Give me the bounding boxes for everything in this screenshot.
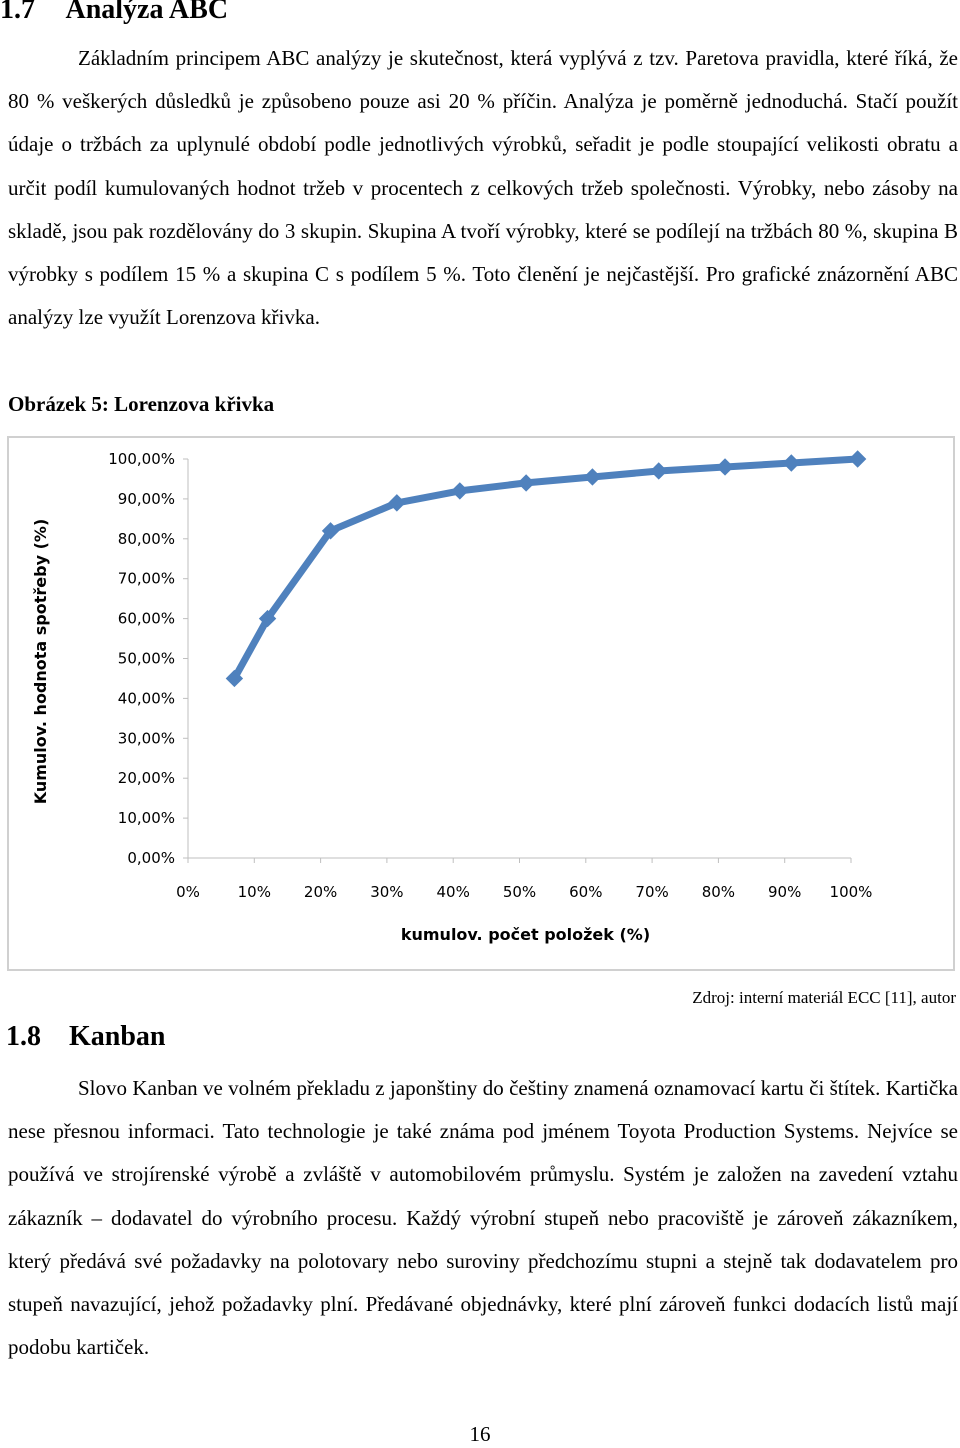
figure-source: Zdroj: interní materiál ECC [11], autor <box>692 988 956 1007</box>
y-tick-label: 20,00% <box>118 769 175 787</box>
section-title: Analýza ABC <box>65 0 229 25</box>
section-number: 1.8 <box>6 1021 41 1052</box>
kanban-paragraph-text: Slovo Kanban ve volném překladu z japonš… <box>8 1076 958 1360</box>
data-point <box>225 669 244 688</box>
x-axis-title: kumulov. počet položek (%) <box>401 925 650 944</box>
y-tick-label: 70,00% <box>118 570 175 588</box>
section-heading-abc: 1.7 Analýza ABC <box>0 0 228 26</box>
data-point <box>716 458 734 476</box>
data-point <box>848 450 867 468</box>
y-axis-title: Kumulov. hodnota spotřeby (%) <box>31 519 50 805</box>
x-tick-label: 50% <box>503 883 536 901</box>
data-point <box>451 482 469 500</box>
y-tick-label: 40,00% <box>118 689 175 707</box>
data-point <box>258 609 277 628</box>
figure-caption: Obrázek 5: Lorenzova křivka <box>8 392 275 416</box>
kanban-paragraph: Slovo Kanban ve volném překladu z japonš… <box>8 1067 958 1369</box>
data-point <box>782 454 801 472</box>
x-tick-label: 80% <box>702 883 735 901</box>
data-point <box>517 474 535 492</box>
data-point <box>583 468 602 486</box>
lorenz-chart: 0,00% 10,00% 20,00% 30,00% 40,00% 50,00% 60,00… <box>31 450 873 944</box>
section-number: 1.7 <box>0 0 35 25</box>
x-tick-label: 90% <box>768 883 801 901</box>
abc-paragraph-text: Základním principem ABC analýzy je skute… <box>8 46 958 330</box>
y-tick-label: 90,00% <box>118 490 175 508</box>
abc-paragraph: Základním principem ABC analýzy je skute… <box>8 37 958 339</box>
data-point <box>388 494 406 512</box>
data-point <box>650 462 668 480</box>
x-tick-label: 70% <box>635 883 668 901</box>
page-number: 16 <box>469 1422 491 1446</box>
y-tick-label: 100,00% <box>108 450 175 468</box>
x-tick-label: 20% <box>304 883 337 901</box>
y-tick-label: 0,00% <box>127 849 175 867</box>
section-heading-kanban: 1.8 Kanban <box>6 1021 166 1053</box>
x-tick-label: 100% <box>830 883 873 901</box>
section-title: Kanban <box>69 1021 166 1052</box>
data-point <box>321 522 340 540</box>
y-tick-label: 50,00% <box>118 650 175 668</box>
y-tick-label: 60,00% <box>118 610 175 628</box>
x-tick-label: 60% <box>569 883 602 901</box>
x-tick-label: 0% <box>176 883 200 901</box>
x-tick-label: 10% <box>238 883 271 901</box>
x-tick-label: 30% <box>370 883 403 901</box>
series-line <box>230 455 862 682</box>
y-tick-label: 30,00% <box>118 729 175 747</box>
x-tick-label: 40% <box>437 883 470 901</box>
lorenz-chart-frame: 0,00% 10,00% 20,00% 30,00% 40,00% 50,00% 60,00… <box>7 436 955 971</box>
y-tick-label: 10,00% <box>118 809 175 827</box>
y-tick-label: 80,00% <box>118 530 175 548</box>
